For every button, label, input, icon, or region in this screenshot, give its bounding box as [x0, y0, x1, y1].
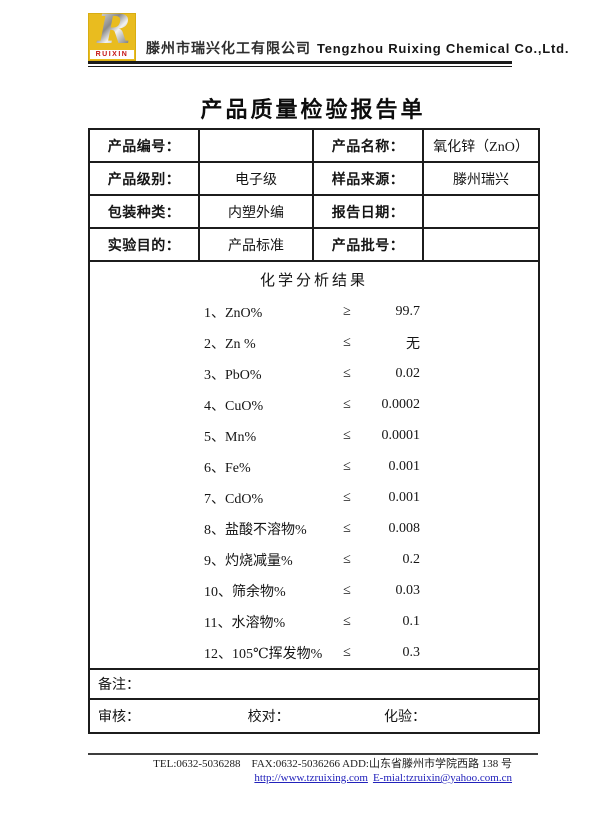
analysis-item: 2、Zn % ≤ 无 — [90, 327, 538, 358]
analysis-item-name: 2、Zn % — [204, 336, 256, 352]
remarks-row: 备注： — [88, 668, 540, 700]
field-value-batch-no — [422, 227, 540, 262]
analysis-item-value: 99.7 — [395, 303, 421, 319]
analysis-section-title: 化学分析结果 — [259, 273, 368, 289]
analysis-item-relation: ≤ — [343, 582, 351, 598]
analysis-item-name: 6、Fe% — [204, 460, 251, 476]
analysis-item-relation: ≤ — [343, 613, 351, 629]
analysis-row: 化学分析结果 1、ZnO% ≥ 99.7 2、Zn % ≤ 无 — [88, 260, 540, 670]
analysis-item-value: 0.001 — [388, 458, 421, 474]
analysis-item-value: 0.2 — [402, 551, 421, 567]
signoff-review-label: 审核： — [98, 710, 140, 725]
analysis-item-name: 8、盐酸不溶物% — [204, 522, 307, 538]
analysis-item-value: 0.1 — [402, 613, 421, 629]
analysis-item-value: 无 — [406, 336, 420, 352]
header-divider — [88, 61, 512, 67]
field-label-package-type: 包装种类： — [88, 194, 200, 229]
logo-brand-text: RUIXIN — [90, 50, 134, 59]
field-label-sample-source: 样品来源： — [312, 161, 424, 196]
field-label-product-name: 产品名称： — [312, 128, 424, 163]
analysis-item-relation: ≤ — [343, 520, 351, 536]
info-row: 产品级别： 电子级 样品来源： 滕州瑞兴 — [88, 161, 540, 196]
analysis-item: 1、ZnO% ≥ 99.7 — [90, 296, 538, 327]
analysis-item-name: 7、CdO% — [204, 491, 264, 507]
analysis-item-name: 4、CuO% — [204, 398, 264, 414]
remarks-label: 备注： — [88, 668, 540, 700]
analysis-item: 12、105℃挥发物% ≤ 0.3 — [90, 637, 538, 668]
analysis-item-relation: ≤ — [343, 334, 351, 350]
analysis-item-value: 0.3 — [402, 644, 421, 660]
analysis-item-relation: ≤ — [343, 396, 351, 412]
analysis-item-relation: ≤ — [343, 365, 351, 381]
analysis-item: 5、Mn% ≤ 0.0001 — [90, 420, 538, 451]
info-row: 包装种类： 内塑外编 报告日期： — [88, 194, 540, 229]
analysis-item: 6、Fe% ≤ 0.001 — [90, 451, 538, 482]
footer-contact-line: TEL:0632-5036288 FAX:0632-5036266 ADD:山东… — [153, 758, 512, 770]
field-label-product-no: 产品编号： — [88, 128, 200, 163]
analysis-item: 8、盐酸不溶物% ≤ 0.008 — [90, 513, 538, 544]
analysis-item-relation: ≤ — [343, 644, 351, 660]
analysis-item-value: 0.001 — [388, 489, 421, 505]
analysis-item-relation: ≤ — [343, 458, 351, 474]
website-link[interactable]: http://www.tzruixing.com — [254, 772, 368, 784]
info-row: 实验目的： 产品标准 产品批号： — [88, 227, 540, 262]
field-label-batch-no: 产品批号： — [312, 227, 424, 262]
field-value-product-no — [198, 128, 314, 163]
analysis-item-name: 3、PbO% — [204, 367, 262, 383]
company-name-en: Tengzhou Ruixing Chemical Co.,Ltd. — [317, 41, 570, 56]
info-row: 产品编号： 产品名称： 氧化锌（ZnO） — [88, 128, 540, 163]
analysis-item-relation: ≤ — [343, 427, 351, 443]
signoff-cell: 审核： 校对： 化验： — [88, 698, 540, 734]
footer-links-line: http://www.tzruixing.com E-mial:tzruixin@… — [88, 771, 512, 785]
signoff-proof-label: 校对： — [247, 710, 290, 725]
analysis-item: 7、CdO% ≤ 0.001 — [90, 482, 538, 513]
analysis-item-value: 0.0002 — [381, 396, 421, 412]
analysis-item: 3、PbO% ≤ 0.02 — [90, 358, 538, 389]
analysis-item-value: 0.0001 — [381, 427, 421, 443]
analysis-item-name: 1、ZnO% — [204, 305, 263, 321]
analysis-section: 化学分析结果 1、ZnO% ≥ 99.7 2、Zn % ≤ 无 — [88, 260, 540, 670]
analysis-item-name: 5、Mn% — [204, 429, 257, 445]
field-value-report-date — [422, 194, 540, 229]
analysis-item-name: 9、灼烧减量% — [204, 553, 293, 569]
analysis-item-relation: ≤ — [343, 489, 351, 505]
field-label-test-purpose: 实验目的： — [88, 227, 200, 262]
field-value-package-type: 内塑外编 — [198, 194, 314, 229]
analysis-items: 1、ZnO% ≥ 99.7 2、Zn % ≤ 无 3、PbO% ≤ 0. — [90, 296, 538, 668]
report-title: 产品质量检验报告单 — [200, 97, 426, 122]
email-link[interactable]: E-mial:tzruixin@yahoo.com.cn — [372, 772, 512, 784]
analysis-item-relation: ≤ — [343, 551, 351, 567]
field-label-report-date: 报告日期： — [312, 194, 424, 229]
analysis-item: 11、水溶物% ≤ 0.1 — [90, 606, 538, 637]
logo-r-icon: R — [92, 6, 136, 53]
field-value-test-purpose: 产品标准 — [198, 227, 314, 262]
signoff-row: 审核： 校对： 化验： — [88, 698, 540, 734]
footer-divider — [88, 753, 538, 755]
field-value-product-grade: 电子级 — [198, 161, 314, 196]
analysis-item-name: 12、105℃挥发物% — [204, 646, 323, 662]
company-names: 滕州市瑞兴化工有限公司 Tengzhou Ruixing Chemical Co.… — [146, 38, 569, 58]
analysis-item-name: 10、筛余物% — [204, 584, 286, 600]
analysis-item-name: 11、水溶物% — [204, 615, 286, 631]
analysis-item: 4、CuO% ≤ 0.0002 — [90, 389, 538, 420]
analysis-item: 9、灼烧减量% ≤ 0.2 — [90, 544, 538, 575]
report-table: 产品编号： 产品名称： 氧化锌（ZnO） 产品级别： 电子级 样品来源： 滕州瑞… — [88, 128, 540, 734]
field-value-sample-source: 滕州瑞兴 — [422, 161, 540, 196]
company-name-cn: 滕州市瑞兴化工有限公司 — [146, 42, 311, 57]
analysis-item-value: 0.03 — [395, 582, 421, 598]
signoff-test-label: 化验： — [383, 710, 426, 725]
company-logo: R RUIXIN — [88, 6, 136, 61]
field-label-product-grade: 产品级别： — [88, 161, 200, 196]
footer: TEL:0632-5036288 FAX:0632-5036266 ADD:山东… — [88, 757, 512, 785]
field-value-product-name: 氧化锌（ZnO） — [422, 128, 540, 163]
analysis-item-relation: ≥ — [343, 303, 351, 319]
analysis-item-value: 0.02 — [395, 365, 421, 381]
analysis-item-value: 0.008 — [388, 520, 421, 536]
analysis-item: 10、筛余物% ≤ 0.03 — [90, 575, 538, 606]
